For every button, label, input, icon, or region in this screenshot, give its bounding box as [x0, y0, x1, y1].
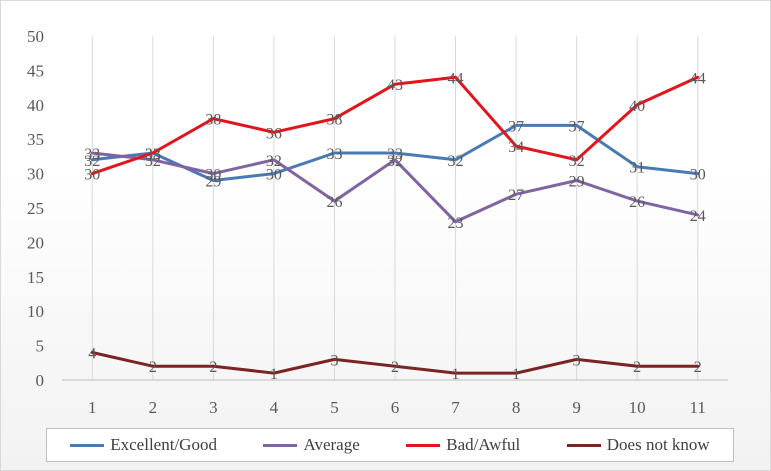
series-line-2 [90, 75, 700, 176]
data-label: 33 [84, 146, 100, 163]
data-label: 3 [573, 352, 581, 369]
data-label: 2 [149, 359, 157, 376]
y-tick-label: 5 [36, 337, 45, 356]
data-label: 2 [633, 359, 641, 376]
y-tick-label: 0 [36, 371, 45, 390]
data-label: 32 [266, 153, 282, 170]
y-tick-label: 15 [27, 268, 44, 287]
y-tick-label: 35 [27, 130, 44, 149]
y-tick-label: 10 [27, 302, 44, 321]
data-label: 2 [209, 359, 217, 376]
x-tick-label: 2 [149, 398, 158, 417]
data-label: 44 [448, 70, 464, 87]
legend-label: Does not know [606, 435, 710, 454]
data-label: 1 [452, 366, 460, 383]
data-label: 24 [690, 208, 706, 225]
x-tick-label: 1 [88, 398, 97, 417]
x-tick-label: 5 [330, 398, 339, 417]
data-label: 1 [270, 366, 278, 383]
data-label: 32 [387, 153, 403, 170]
data-label: 44 [690, 70, 706, 87]
data-label: 29 [569, 173, 585, 190]
data-label: 26 [629, 194, 645, 211]
y-tick-label: 30 [27, 165, 44, 184]
data-label: 32 [569, 153, 585, 170]
legend-swatch [70, 443, 105, 447]
data-label: 31 [629, 160, 645, 177]
data-label: 30 [84, 167, 100, 184]
x-tick-label: 8 [512, 398, 521, 417]
data-label: 3 [330, 352, 338, 369]
data-label: 36 [266, 125, 282, 142]
legend-item: Bad/Awful [406, 435, 520, 455]
data-label: 4 [88, 345, 96, 362]
data-label: 32 [448, 153, 464, 170]
legend: Excellent/Good Average Bad/Awful Does not k… [46, 428, 734, 462]
x-tick-label: 3 [209, 398, 218, 417]
legend-item: Average [263, 435, 360, 455]
x-tick-label: 9 [572, 398, 581, 417]
legend-label: Average [303, 435, 360, 454]
data-label: 32 [145, 153, 161, 170]
y-tick-label: 45 [27, 61, 44, 80]
data-label: 33 [326, 146, 342, 163]
data-label: 30 [690, 167, 706, 184]
data-label: 29 [205, 173, 221, 190]
data-label: 38 [326, 112, 342, 129]
x-tick-label: 4 [270, 398, 279, 417]
data-label: 30 [266, 167, 282, 184]
series-line-0 [90, 123, 700, 182]
x-tick-label: 7 [451, 398, 460, 417]
y-tick-label: 25 [27, 199, 44, 218]
data-label: 30 [205, 167, 221, 184]
data-label: 1 [512, 366, 520, 383]
data-label: 33 [387, 146, 403, 163]
data-label: 26 [326, 194, 342, 211]
legend-swatch [406, 443, 441, 447]
x-tick-label: 6 [391, 398, 400, 417]
legend-label: Bad/Awful [446, 435, 521, 454]
data-label: 33 [145, 146, 161, 163]
data-label: 37 [508, 118, 524, 135]
legend-swatch [566, 443, 601, 447]
data-label: 38 [205, 112, 221, 129]
data-label: 34 [508, 139, 524, 156]
data-label: 37 [569, 118, 585, 135]
data-label: 2 [391, 359, 399, 376]
x-tick-label: 11 [690, 398, 706, 417]
y-tick-label: 20 [27, 233, 44, 252]
data-label: 23 [448, 215, 464, 232]
data-label: 27 [508, 187, 524, 204]
y-tick-label: 50 [27, 27, 44, 46]
data-label: 33 [145, 146, 161, 163]
y-tick-label: 40 [27, 96, 44, 115]
data-label: 43 [387, 77, 403, 94]
legend-item: Does not know [566, 435, 710, 455]
legend-swatch [263, 443, 298, 447]
data-label: 40 [629, 98, 645, 115]
data-label: 32 [84, 153, 100, 170]
series-line-1 [90, 151, 700, 224]
legend-label: Excellent/Good [110, 435, 217, 454]
legend-item: Excellent/Good [70, 435, 217, 455]
series-line-3 [90, 351, 700, 375]
data-label: 2 [694, 359, 702, 376]
x-tick-label: 10 [629, 398, 646, 417]
